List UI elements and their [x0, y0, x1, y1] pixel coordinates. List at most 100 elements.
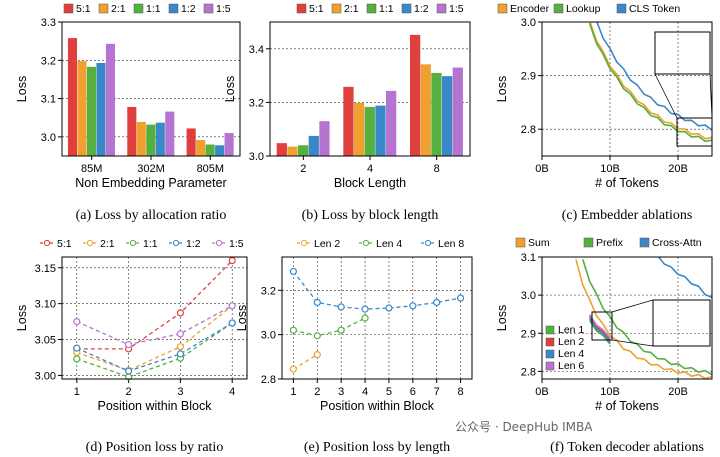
- legend-label-inner-f: Len 1: [558, 324, 584, 336]
- y-axis-label-e: Loss: [235, 305, 249, 331]
- caption-f: (f) Token decoder ablations: [550, 440, 704, 455]
- point-d-5:1: [228, 256, 236, 265]
- bar-a-1:5: [224, 133, 234, 156]
- x-axis-label-c: # of Tokens: [595, 176, 659, 190]
- legend-swatch-b: [296, 3, 307, 14]
- point-d-1:2: [73, 344, 81, 352]
- bar-b-1:2: [375, 105, 386, 156]
- series-line-d-1:1: [76, 322, 233, 378]
- y-tick-label-e: 3.0: [261, 330, 276, 342]
- x-tick-label-b: 8: [434, 163, 440, 175]
- caption-b: (b) Loss by block length: [302, 208, 439, 223]
- point-e-Len 8: [433, 298, 441, 307]
- point-e-Len 8: [385, 304, 393, 312]
- legend-swatch-b: [366, 3, 377, 14]
- point-d-1:1: [73, 355, 81, 363]
- point-d-1:2: [176, 350, 184, 358]
- bar-a-5:1: [67, 38, 78, 156]
- y-tick-label-f: 2.9: [521, 328, 536, 340]
- watermark: 公众号 · DeepHub IMBA: [455, 420, 593, 434]
- legend-swatch-f: [515, 237, 526, 248]
- legend-swatch-inner-f: [545, 361, 555, 371]
- series-line-d-2:1: [76, 305, 233, 372]
- series-line-e-Len 4: [293, 317, 366, 337]
- legend-label-inner-f: Len 2: [558, 336, 584, 348]
- legend-label-f: Prefix: [596, 237, 624, 249]
- bar-b-2:1: [354, 102, 365, 156]
- x-tick-label-e: 2: [314, 386, 320, 398]
- point-e-Len 8: [361, 305, 369, 313]
- legend-swatch-b: [436, 3, 447, 14]
- bar-b-1:1: [298, 145, 309, 156]
- x-tick-label-c: 20B: [668, 163, 688, 175]
- point-d-1:5: [73, 317, 81, 326]
- legend-label-a: 2:1: [111, 3, 126, 15]
- bar-a-1:2: [155, 122, 165, 156]
- y-tick-label-b: 3.2: [249, 97, 264, 109]
- point-d-1:5: [176, 330, 184, 338]
- legend-swatch-inner-f: [545, 349, 555, 359]
- legend-swatch-f: [639, 237, 650, 248]
- x-tick-label-e: 1: [290, 386, 296, 398]
- legend-swatch-a: [168, 3, 179, 14]
- x-tick-label-a: 85M: [81, 163, 102, 175]
- point-e-Len 2: [313, 351, 321, 359]
- caption-d: (d) Position loss by ratio: [86, 440, 224, 455]
- y-axis-label-b: Loss: [223, 76, 237, 102]
- legend-label-a: 5:1: [76, 3, 91, 15]
- bar-a-1:1: [86, 66, 97, 156]
- legend-marker-e: [424, 239, 432, 247]
- y-tick-label-d: 3.00: [35, 370, 56, 382]
- legend-label-c: Lookup: [566, 3, 601, 15]
- legend-label-d: 1:2: [186, 238, 201, 250]
- point-d-1:2: [125, 367, 133, 375]
- legend-label-c: CLS Token: [629, 3, 680, 15]
- caption-e: (e) Position loss by length: [304, 440, 450, 455]
- point-e-Len 8: [457, 294, 465, 302]
- legend-label-c: Encoder: [510, 3, 550, 15]
- series-line-c-Encoder: [589, 22, 712, 140]
- point-d-5:1: [176, 309, 184, 317]
- y-tick-label-a: 3.2: [41, 55, 56, 67]
- legend-label-e: Len 4: [376, 238, 402, 250]
- legend-marker-d: [43, 239, 51, 247]
- legend-label-b: 1:1: [379, 3, 394, 15]
- legend-label-d: 5:1: [57, 238, 72, 250]
- y-tick-label-a: 3.3: [41, 17, 56, 29]
- x-tick-label-d: 4: [229, 386, 235, 398]
- legend-marker-d: [129, 239, 137, 247]
- point-e-Len 8: [409, 302, 417, 310]
- series-line-d-1:5: [76, 305, 233, 346]
- x-axis-label-d: Position within Block: [98, 399, 213, 413]
- y-tick-label-e: 2.8: [261, 374, 276, 386]
- x-axis-label-e: Position within Block: [320, 399, 435, 413]
- y-axis-label-d: Loss: [15, 305, 29, 331]
- y-tick-label-d: 3.15: [35, 263, 56, 275]
- series-line-f-Cross-Attn: [657, 257, 712, 299]
- series-line-e-Len 2: [293, 354, 318, 370]
- series-line-c-Lookup: [588, 23, 712, 143]
- zoom-connector-f: [611, 299, 654, 313]
- series-line-f-Sum: [575, 259, 712, 379]
- point-e-Len 8: [289, 267, 297, 276]
- plot-frame-d: [61, 256, 248, 380]
- point-e-Len 4: [361, 314, 369, 322]
- legend-swatch-b: [401, 3, 412, 14]
- x-tick-label-d: 3: [177, 386, 183, 398]
- x-tick-label-e: 3: [338, 386, 344, 398]
- series-line-d-1:2: [76, 322, 233, 372]
- legend-label-a: 1:5: [216, 3, 231, 15]
- y-tick-label-c: 2.9: [521, 71, 536, 83]
- y-tick-label-a: 3.0: [41, 132, 56, 144]
- x-tick-label-e: 7: [434, 386, 440, 398]
- legend-marker-d: [86, 239, 94, 247]
- bar-b-2:1: [420, 64, 431, 156]
- x-tick-label-e: 4: [362, 386, 368, 398]
- bar-a-1:2: [96, 62, 106, 156]
- x-tick-label-e: 8: [458, 386, 464, 398]
- bar-a-1:1: [205, 144, 215, 156]
- x-tick-label-d: 1: [74, 386, 80, 398]
- plot-frame-f: [541, 256, 713, 380]
- legend-label-inner-f: Len 4: [558, 348, 584, 360]
